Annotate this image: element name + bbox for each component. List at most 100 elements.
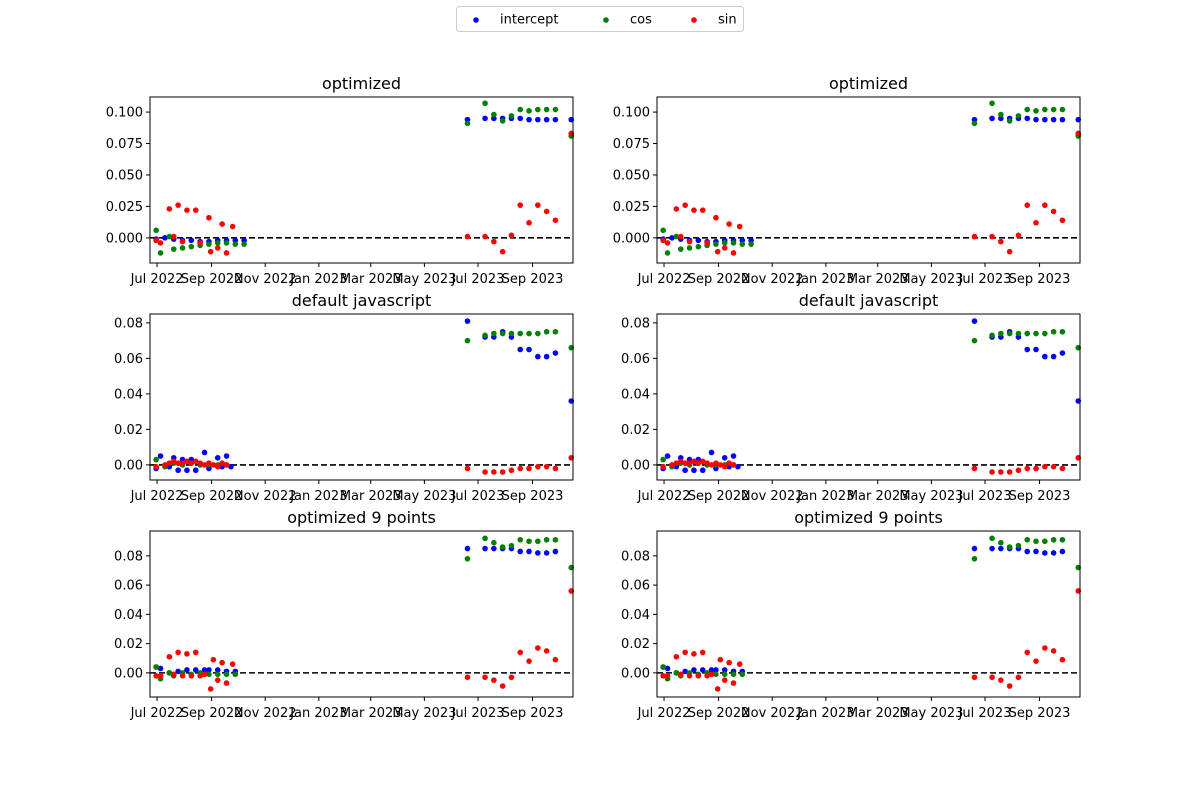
x-tick-label: Mar 2023 xyxy=(340,272,402,287)
y-tick-label: 0.04 xyxy=(621,608,650,623)
data-point-cos xyxy=(543,106,550,113)
data-point-intercept xyxy=(695,237,702,244)
x-tick-label: Jul 2023 xyxy=(958,706,1012,721)
data-point-intercept xyxy=(526,346,532,353)
data-point-cos xyxy=(730,671,737,678)
legend-label: intercept xyxy=(500,13,559,28)
data-point-intercept xyxy=(201,667,208,673)
series-cos xyxy=(660,100,1082,256)
data-point-cos xyxy=(748,241,754,247)
axes-frame xyxy=(149,313,574,481)
x-tick-label: Nov 2022 xyxy=(234,489,297,504)
data-point-cos xyxy=(1015,542,1022,549)
data-point-sin xyxy=(184,207,190,213)
data-point-cos xyxy=(499,544,506,550)
series-sin xyxy=(153,588,575,692)
data-point-sin xyxy=(153,237,159,244)
y-tick-label: 0.08 xyxy=(621,316,650,331)
data-point-intercept xyxy=(1059,116,1066,123)
x-tick-label: Nov 2022 xyxy=(741,272,804,287)
x-tick-label: May 2023 xyxy=(392,272,456,287)
data-point-sin xyxy=(552,656,559,663)
data-point-cos xyxy=(971,120,978,127)
data-point-sin xyxy=(708,671,715,678)
data-point-sin xyxy=(508,232,515,239)
data-point-intercept xyxy=(464,318,471,324)
axes-frame xyxy=(656,313,1081,481)
data-point-cos xyxy=(1006,330,1013,337)
data-point-sin xyxy=(660,463,666,470)
x-tick-label: Nov 2022 xyxy=(234,706,297,721)
data-point-sin xyxy=(1015,674,1022,681)
data-point-sin xyxy=(1059,217,1066,224)
data-point-cos xyxy=(1042,106,1048,113)
x-tick-label: Jul 2023 xyxy=(451,706,505,721)
data-point-cos xyxy=(153,456,159,463)
data-point-cos xyxy=(508,330,515,337)
data-point-cos xyxy=(971,337,978,344)
data-point-cos xyxy=(998,330,1004,337)
data-point-sin xyxy=(526,658,532,664)
data-point-intercept xyxy=(1024,346,1031,353)
data-point-cos xyxy=(673,670,680,676)
data-point-sin xyxy=(682,202,688,208)
axes-frame xyxy=(656,530,1081,698)
data-point-intercept xyxy=(1042,116,1048,123)
data-point-sin xyxy=(1042,202,1048,208)
data-point-sin xyxy=(736,661,743,667)
data-point-intercept xyxy=(482,115,488,122)
x-tick-label: Jul 2022 xyxy=(637,706,691,721)
data-point-sin xyxy=(726,221,732,227)
data-point-sin xyxy=(175,649,181,656)
data-point-sin xyxy=(179,672,186,679)
x-tick-label: Jul 2023 xyxy=(958,272,1012,287)
data-point-cos xyxy=(223,240,230,246)
y-tick-label: 0.04 xyxy=(114,387,143,402)
data-point-intercept xyxy=(535,353,541,360)
data-point-intercept xyxy=(552,548,559,555)
data-point-intercept xyxy=(1033,548,1039,555)
y-tick-label: 0.08 xyxy=(114,549,143,564)
data-point-cos xyxy=(491,330,497,337)
data-point-cos xyxy=(660,456,666,463)
data-point-intercept xyxy=(464,545,471,552)
data-point-sin xyxy=(717,656,724,663)
data-point-sin xyxy=(219,460,225,466)
data-point-sin xyxy=(691,458,697,465)
plot-area xyxy=(657,97,1080,263)
data-point-sin xyxy=(153,463,159,470)
data-point-sin xyxy=(192,458,199,465)
data-point-sin xyxy=(989,469,995,475)
legend-entry-cos: cos xyxy=(603,13,652,28)
x-tick-label: Nov 2022 xyxy=(741,489,804,504)
data-point-cos xyxy=(739,671,746,678)
data-point-sin xyxy=(188,672,195,679)
data-point-cos xyxy=(153,227,159,234)
data-point-sin xyxy=(708,462,715,468)
data-point-sin xyxy=(717,462,724,468)
x-tick-label: Sep 2023 xyxy=(502,489,564,504)
data-point-sin xyxy=(726,460,732,466)
data-point-sin xyxy=(1015,232,1022,239)
data-point-cos xyxy=(1050,328,1057,335)
x-tick-label: May 2023 xyxy=(392,489,456,504)
data-point-cos xyxy=(721,240,728,246)
data-point-sin xyxy=(699,207,706,213)
data-point-sin xyxy=(166,206,173,212)
data-point-intercept xyxy=(162,235,168,241)
y-tick-label: 0.075 xyxy=(613,137,650,152)
y-tick-label: 0.050 xyxy=(106,168,143,183)
data-point-sin xyxy=(535,645,541,651)
data-point-sin xyxy=(508,674,515,681)
data-point-cos xyxy=(1024,330,1031,337)
data-point-cos xyxy=(1006,118,1013,124)
data-point-intercept xyxy=(517,548,524,555)
data-point-sin xyxy=(660,672,666,679)
data-point-intercept xyxy=(535,116,541,123)
data-point-sin xyxy=(170,233,177,240)
data-point-sin xyxy=(730,462,737,468)
series-sin xyxy=(660,588,1082,692)
legend-marker xyxy=(473,17,479,23)
y-tick-label: 0.06 xyxy=(114,352,143,367)
